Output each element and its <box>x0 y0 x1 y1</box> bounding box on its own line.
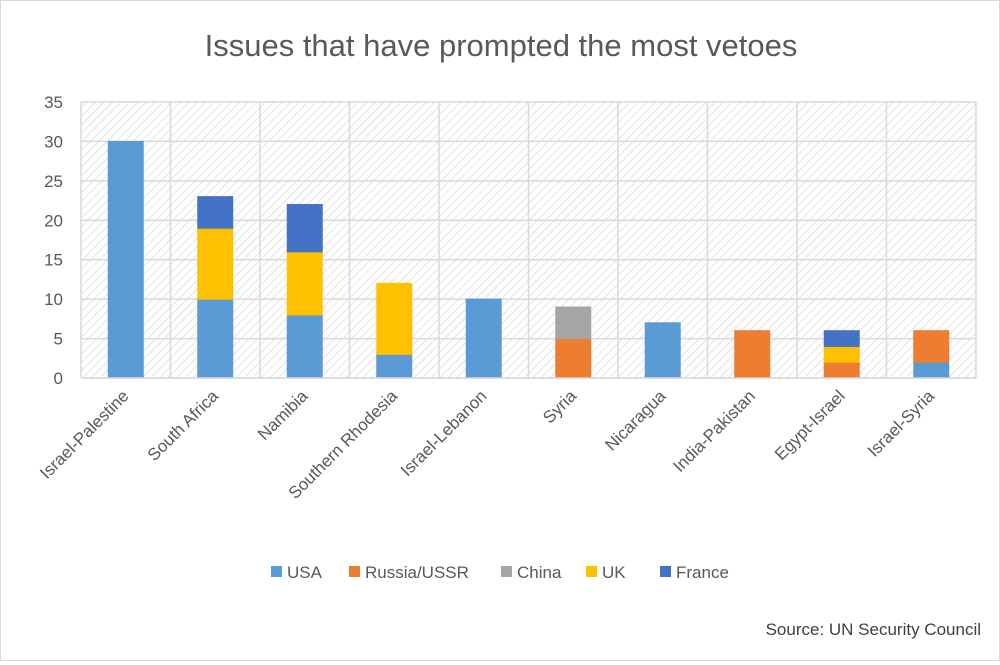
legend-swatch <box>501 566 512 577</box>
y-tick-label: 5 <box>54 330 63 349</box>
legend-label: USA <box>287 563 323 582</box>
x-tick-label: Namibia <box>254 386 312 444</box>
legend-swatch <box>349 566 360 577</box>
bar-segment-russia-ussr <box>555 338 592 379</box>
x-tick-label: Syria <box>539 386 580 427</box>
y-tick-label: 10 <box>44 290 63 309</box>
legend-swatch <box>271 566 282 577</box>
bar-segment-usa <box>376 353 413 379</box>
bar-segment-france <box>197 196 234 229</box>
x-tick-label: India-Pakistan <box>669 386 759 476</box>
y-tick-label: 15 <box>44 251 63 270</box>
x-tick-label: Nicaragua <box>601 386 670 455</box>
y-tick-label: 0 <box>54 369 63 388</box>
bar-segment-usa <box>107 140 144 379</box>
y-tick-label: 25 <box>44 172 63 191</box>
bar-segment-uk <box>823 345 860 363</box>
x-tick-label: Israel-Palestine <box>36 386 132 482</box>
bar-segment-usa <box>197 298 234 379</box>
legend-label: Russia/USSR <box>365 563 469 582</box>
x-tick-label: Egypt-Israel <box>771 386 849 464</box>
bar-segment-uk <box>376 282 413 355</box>
bar-segment-france <box>823 330 860 347</box>
source-note: Source: UN Security Council <box>766 620 981 639</box>
bar-segment-france <box>286 204 323 253</box>
legend-label: China <box>517 563 562 582</box>
bar-segment-russia-ussr <box>823 361 860 379</box>
legend-swatch <box>586 566 597 577</box>
chart-title: Issues that have prompted the most vetoe… <box>205 28 798 63</box>
bar-segment-uk <box>197 227 234 300</box>
legend-label: France <box>676 563 729 582</box>
bar-segment-usa <box>644 322 681 379</box>
bar-segment-russia-ussr <box>734 330 771 379</box>
x-tick-label: Israel-Lebanon <box>397 386 491 480</box>
y-tick-label: 20 <box>44 211 63 230</box>
legend-swatch <box>660 566 671 577</box>
bar-segment-china <box>555 306 592 340</box>
bar-segment-uk <box>286 251 323 316</box>
bar-segment-usa <box>286 314 323 379</box>
x-tick-label: South Africa <box>144 386 223 465</box>
bar-segment-usa <box>913 361 950 379</box>
y-tick-label: 30 <box>44 132 63 151</box>
y-tick-label: 35 <box>44 93 63 112</box>
x-tick-label: Israel-Syria <box>864 386 939 461</box>
bar-segment-usa <box>465 298 502 379</box>
legend-label: UK <box>602 563 626 582</box>
bar-segment-russia-ussr <box>913 330 950 363</box>
